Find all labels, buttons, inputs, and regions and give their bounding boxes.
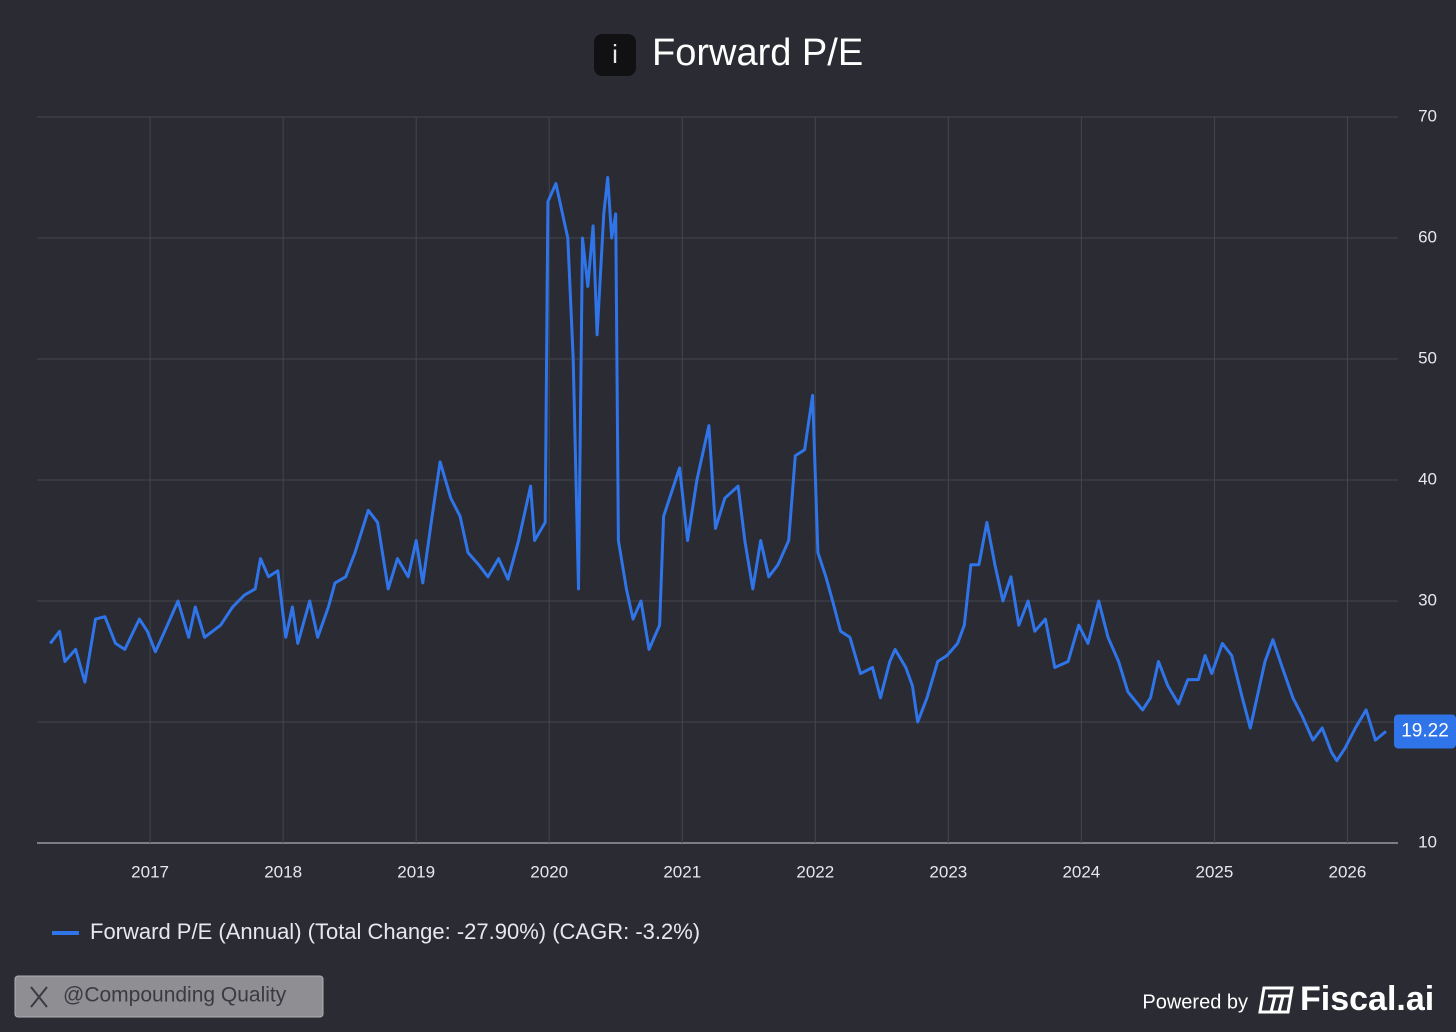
y-tick-label: 60 bbox=[1418, 227, 1437, 246]
watermark: @Compounding Quality bbox=[63, 984, 287, 1007]
last-value-label: 19.22 bbox=[1401, 720, 1449, 741]
x-tick-label: 2024 bbox=[1062, 862, 1100, 881]
x-tick-label: 2020 bbox=[530, 862, 568, 881]
x-tick-label: 2023 bbox=[929, 862, 967, 881]
x-tick-label: 2022 bbox=[796, 862, 834, 881]
chart-title: Forward P/E bbox=[652, 32, 863, 74]
data-line bbox=[49, 176, 1387, 763]
brand-icon bbox=[1258, 986, 1294, 1014]
y-tick-label: 40 bbox=[1418, 469, 1437, 488]
title-icon-box bbox=[594, 34, 636, 76]
plot-area: 1020304050607020172018201920202021202220… bbox=[37, 106, 1456, 944]
x-logo bbox=[30, 986, 48, 1008]
y-tick-label: 10 bbox=[1418, 832, 1437, 851]
brand: Fiscal.ai bbox=[1300, 980, 1434, 1018]
last-value-badge bbox=[1394, 714, 1456, 749]
x-tick-label: 2018 bbox=[264, 862, 302, 881]
y-tick-label: 70 bbox=[1418, 106, 1437, 125]
powered-by: Powered by bbox=[1142, 991, 1248, 1013]
title-icon: i bbox=[612, 39, 618, 69]
y-tick-label: 30 bbox=[1418, 590, 1437, 609]
x-tick-label: 2026 bbox=[1329, 862, 1367, 881]
x-tick-label: 2017 bbox=[131, 862, 169, 881]
watermark-box bbox=[14, 975, 324, 1018]
y-tick-label: 50 bbox=[1418, 348, 1437, 367]
x-tick-label: 2025 bbox=[1195, 862, 1233, 881]
x-tick-label: 2021 bbox=[663, 862, 701, 881]
legend-label: Forward P/E (Annual) (Total Change: -27.… bbox=[90, 919, 700, 944]
x-tick-label: 2019 bbox=[397, 862, 435, 881]
